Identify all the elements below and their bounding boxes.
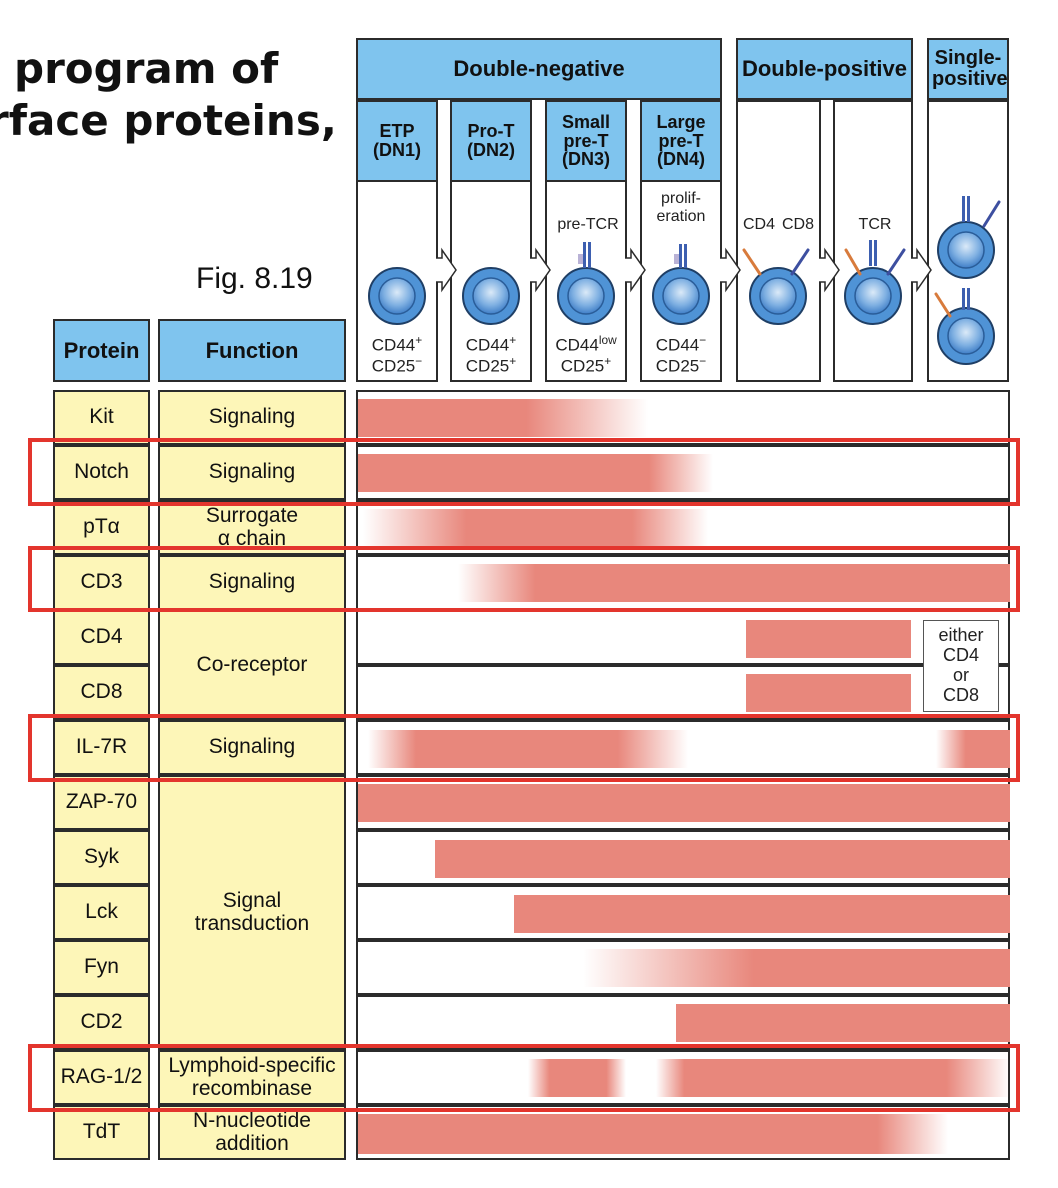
stage-header-etp: ETP (DN1) bbox=[356, 100, 438, 182]
function-cell-coreceptor: Co-receptor bbox=[158, 610, 346, 720]
function-cell-pta: Surrogate α chain bbox=[158, 500, 346, 555]
protein-cell-pta: pTα bbox=[53, 500, 150, 555]
expression-track-rag12 bbox=[356, 1050, 1010, 1105]
expression-bar bbox=[936, 730, 1010, 768]
tcr-label: TCR bbox=[858, 216, 892, 233]
expression-bar bbox=[358, 784, 1010, 822]
expression-bar bbox=[746, 674, 911, 712]
stage-column-dp-1 bbox=[736, 100, 821, 382]
protein-cell-il7r: IL-7R bbox=[53, 720, 150, 775]
cd4-label: CD4 bbox=[742, 216, 775, 233]
expression-track-notch bbox=[356, 445, 1010, 500]
expression-bar bbox=[514, 895, 1010, 933]
protein-cell-cd2: CD2 bbox=[53, 995, 150, 1050]
markers-etp: CD44+ CD25− bbox=[371, 333, 423, 376]
expression-track-fyn bbox=[356, 940, 1010, 995]
expression-bar bbox=[368, 730, 688, 768]
column-header-protein: Protein bbox=[53, 319, 150, 382]
expression-track-cd4 bbox=[356, 610, 1010, 665]
title-line-2: rface proteins, bbox=[0, 96, 337, 145]
expression-bar bbox=[435, 840, 1010, 878]
phase-single-positive: Single-positive bbox=[927, 38, 1009, 100]
column-header-function: Function bbox=[158, 319, 346, 382]
proliferation-label: prolif- eration bbox=[656, 190, 706, 225]
markers-pro-t: CD44+ CD25+ bbox=[465, 333, 517, 376]
stage-header-small-pre-t: Small pre-T (DN3) bbox=[545, 100, 627, 182]
title-line-1: program of bbox=[14, 44, 279, 93]
expression-track-cd3 bbox=[356, 555, 1010, 610]
markers-large-pre-t: CD44− CD25− bbox=[655, 333, 707, 376]
highlight-il7r-row bbox=[28, 714, 1020, 782]
phase-double-negative: Double-negative bbox=[356, 38, 722, 100]
expression-track-zap70 bbox=[356, 775, 1010, 830]
protein-cell-kit: Kit bbox=[53, 390, 150, 445]
expression-bar bbox=[358, 1114, 948, 1154]
expression-bar bbox=[358, 454, 713, 492]
expression-bar bbox=[528, 1059, 626, 1097]
expression-bar bbox=[358, 399, 648, 437]
function-cell-cd3: Signaling bbox=[158, 555, 346, 610]
protein-cell-cd4: CD4 bbox=[53, 610, 150, 665]
expression-bar bbox=[676, 1004, 1010, 1042]
expression-track-kit bbox=[356, 390, 1010, 445]
protein-cell-rag12: RAG-1/2 bbox=[53, 1050, 150, 1105]
expression-bar bbox=[458, 564, 1010, 602]
expression-track-lck bbox=[356, 885, 1010, 940]
pre-tcr-label: pre-TCR bbox=[557, 216, 619, 233]
function-cell-kit: Signaling bbox=[158, 390, 346, 445]
protein-cell-cd8: CD8 bbox=[53, 665, 150, 720]
expression-track-cd2 bbox=[356, 995, 1010, 1050]
stage-column-dp-2 bbox=[833, 100, 913, 382]
function-cell-signal-transduction: Signal transduction bbox=[158, 775, 346, 1050]
protein-cell-syk: Syk bbox=[53, 830, 150, 885]
expression-track-pta bbox=[356, 500, 1010, 555]
expression-track-syk bbox=[356, 830, 1010, 885]
expression-bar bbox=[363, 509, 708, 547]
protein-cell-tdt: TdT bbox=[53, 1105, 150, 1160]
phase-double-positive: Double-positive bbox=[736, 38, 913, 100]
cd8-label: CD8 bbox=[781, 216, 814, 233]
protein-cell-zap70: ZAP-70 bbox=[53, 775, 150, 830]
expression-track-il7r bbox=[356, 720, 1010, 775]
developmental-cells-diagram bbox=[368, 196, 1001, 365]
stage-header-pro-t: Pro-T (DN2) bbox=[450, 100, 532, 182]
expression-track-cd8 bbox=[356, 665, 1010, 720]
markers-small-pre-t: CD44low CD25+ bbox=[555, 333, 617, 376]
protein-cell-notch: Notch bbox=[53, 445, 150, 500]
function-cell-rag12: Lymphoid-specific recombinase bbox=[158, 1050, 346, 1105]
expression-track-tdt bbox=[356, 1105, 1010, 1160]
expression-bar bbox=[746, 620, 911, 658]
either-cd4-or-cd8-note: either CD4 or CD8 bbox=[923, 620, 999, 712]
stage-header-large-pre-t: Large pre-T (DN4) bbox=[640, 100, 722, 182]
expression-bar bbox=[583, 949, 1010, 987]
protein-cell-lck: Lck bbox=[53, 885, 150, 940]
highlight-cd3-row bbox=[28, 546, 1020, 612]
highlight-notch-row bbox=[28, 438, 1020, 506]
function-cell-notch: Signaling bbox=[158, 445, 346, 500]
figure-label: Fig. 8.19 bbox=[196, 262, 313, 295]
protein-cell-fyn: Fyn bbox=[53, 940, 150, 995]
function-cell-tdt: N-nucleotide addition bbox=[158, 1105, 346, 1160]
expression-bar bbox=[656, 1059, 1010, 1097]
function-cell-il7r: Signaling bbox=[158, 720, 346, 775]
highlight-rag12-row bbox=[28, 1044, 1020, 1112]
